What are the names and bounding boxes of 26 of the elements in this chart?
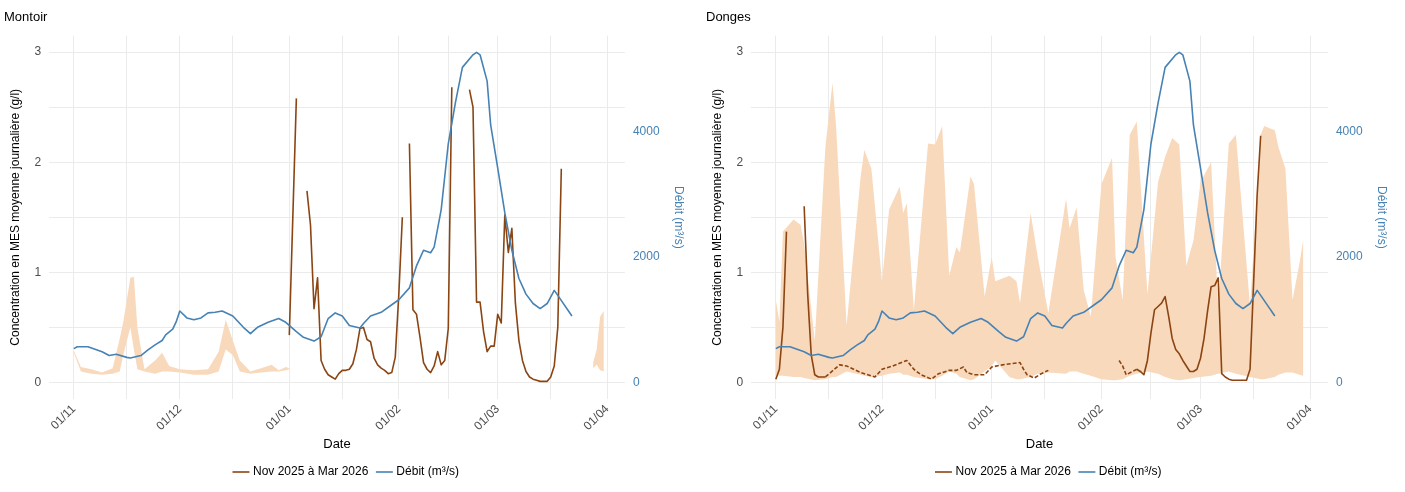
- x-axis-title: Date: [1025, 435, 1054, 451]
- y-tick-label: 3: [34, 44, 42, 59]
- chart-title: Montoir: [4, 9, 49, 25]
- y-axis-title: Concentration en MES moyenne journalière (g/l): [7, 88, 22, 346]
- y2-tick-label: 0: [632, 374, 640, 389]
- y2-axis-title: Débit (m³/s): [672, 185, 687, 249]
- chart-title: Donges: [706, 9, 752, 25]
- legend-label: Nov 2025 à Mar 2026: [955, 464, 1072, 479]
- y-tick-label: 1: [736, 264, 744, 279]
- legend-label: Débit (m³/s): [396, 464, 460, 479]
- y2-tick-label: 4000: [1335, 124, 1363, 139]
- y2-axis-title: Débit (m³/s): [1375, 185, 1390, 249]
- y2-tick-label: 2000: [632, 249, 660, 264]
- y-tick-label: 1: [34, 264, 42, 279]
- legend-label: Nov 2025 à Mar 2026: [252, 464, 369, 479]
- y2-tick-label: 2000: [1335, 249, 1363, 264]
- y-tick-label: 2: [34, 154, 42, 169]
- y-axis-title: Concentration en MES moyenne journalière (g/l): [709, 88, 724, 346]
- x-axis-title: Date: [323, 435, 351, 451]
- y2-tick-label: 4000: [632, 124, 660, 139]
- y-tick-label: 0: [736, 374, 744, 389]
- legend-label: Débit (m³/s): [1098, 464, 1162, 479]
- y-tick-label: 3: [736, 44, 744, 59]
- y-tick-label: 0: [34, 374, 42, 389]
- y2-tick-label: 0: [1335, 374, 1343, 389]
- y-tick-label: 2: [736, 154, 744, 169]
